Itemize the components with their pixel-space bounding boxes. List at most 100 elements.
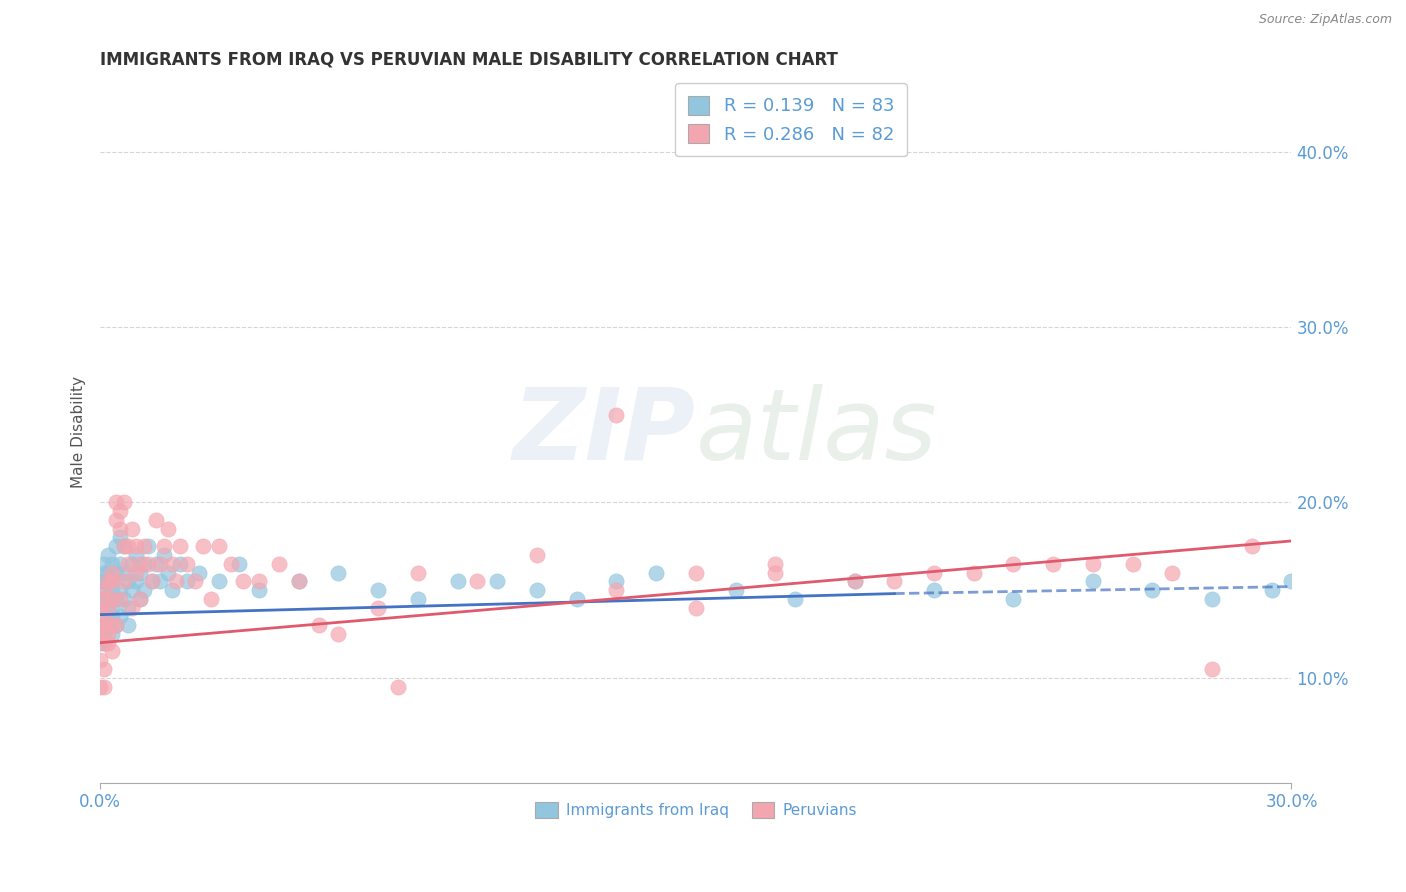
Point — [526, 583, 548, 598]
Point — [89, 653, 111, 667]
Point — [763, 557, 786, 571]
Point — [605, 583, 627, 598]
Point — [89, 680, 111, 694]
Point — [117, 557, 139, 571]
Point — [105, 618, 128, 632]
Point — [149, 557, 172, 571]
Point — [1122, 557, 1144, 571]
Point — [1042, 557, 1064, 571]
Point — [1081, 574, 1104, 589]
Point — [132, 557, 155, 571]
Point — [105, 513, 128, 527]
Point — [287, 574, 309, 589]
Point — [406, 566, 429, 580]
Point — [89, 618, 111, 632]
Point — [101, 591, 124, 606]
Point — [105, 591, 128, 606]
Point — [176, 574, 198, 589]
Point — [101, 574, 124, 589]
Point — [89, 627, 111, 641]
Point — [112, 495, 135, 509]
Point — [208, 574, 231, 589]
Point — [117, 618, 139, 632]
Point — [685, 600, 707, 615]
Point — [228, 557, 250, 571]
Point — [97, 574, 120, 589]
Point — [132, 583, 155, 598]
Point — [132, 539, 155, 553]
Point — [169, 557, 191, 571]
Point — [93, 627, 115, 641]
Point — [1081, 557, 1104, 571]
Point — [101, 600, 124, 615]
Text: IMMIGRANTS FROM IRAQ VS PERUVIAN MALE DISABILITY CORRELATION CHART: IMMIGRANTS FROM IRAQ VS PERUVIAN MALE DI… — [100, 51, 838, 69]
Point — [406, 591, 429, 606]
Point — [200, 591, 222, 606]
Point — [152, 539, 174, 553]
Point — [117, 574, 139, 589]
Text: ZIP: ZIP — [513, 384, 696, 481]
Point — [93, 636, 115, 650]
Point — [89, 574, 111, 589]
Point — [112, 539, 135, 553]
Point — [1201, 662, 1223, 676]
Point — [156, 522, 179, 536]
Point — [108, 504, 131, 518]
Point — [169, 539, 191, 553]
Point — [121, 600, 143, 615]
Point — [128, 557, 150, 571]
Point — [108, 531, 131, 545]
Point — [101, 627, 124, 641]
Point — [112, 574, 135, 589]
Point — [89, 600, 111, 615]
Point — [93, 566, 115, 580]
Point — [97, 591, 120, 606]
Point — [97, 636, 120, 650]
Point — [156, 566, 179, 580]
Point — [446, 574, 468, 589]
Point — [328, 566, 350, 580]
Point — [1161, 566, 1184, 580]
Point — [844, 574, 866, 589]
Point — [1240, 539, 1263, 553]
Point — [117, 539, 139, 553]
Point — [467, 574, 489, 589]
Point — [136, 539, 159, 553]
Point — [267, 557, 290, 571]
Point — [93, 574, 115, 589]
Point — [125, 548, 148, 562]
Point — [328, 627, 350, 641]
Point — [101, 566, 124, 580]
Point — [128, 591, 150, 606]
Point — [783, 591, 806, 606]
Point — [97, 627, 120, 641]
Point — [105, 618, 128, 632]
Point — [208, 539, 231, 553]
Point — [121, 522, 143, 536]
Point — [93, 583, 115, 598]
Point — [101, 583, 124, 598]
Point — [844, 574, 866, 589]
Point — [93, 557, 115, 571]
Point — [247, 574, 270, 589]
Point — [97, 600, 120, 615]
Point — [93, 636, 115, 650]
Point — [93, 591, 115, 606]
Point — [922, 583, 945, 598]
Point — [1142, 583, 1164, 598]
Point — [526, 548, 548, 562]
Point — [128, 566, 150, 580]
Point — [1002, 557, 1025, 571]
Point — [565, 591, 588, 606]
Point — [387, 680, 409, 694]
Text: Source: ZipAtlas.com: Source: ZipAtlas.com — [1258, 13, 1392, 27]
Point — [145, 557, 167, 571]
Point — [93, 618, 115, 632]
Point — [922, 566, 945, 580]
Point — [125, 539, 148, 553]
Point — [232, 574, 254, 589]
Point — [89, 600, 111, 615]
Point — [136, 557, 159, 571]
Point — [93, 609, 115, 624]
Point — [141, 574, 163, 589]
